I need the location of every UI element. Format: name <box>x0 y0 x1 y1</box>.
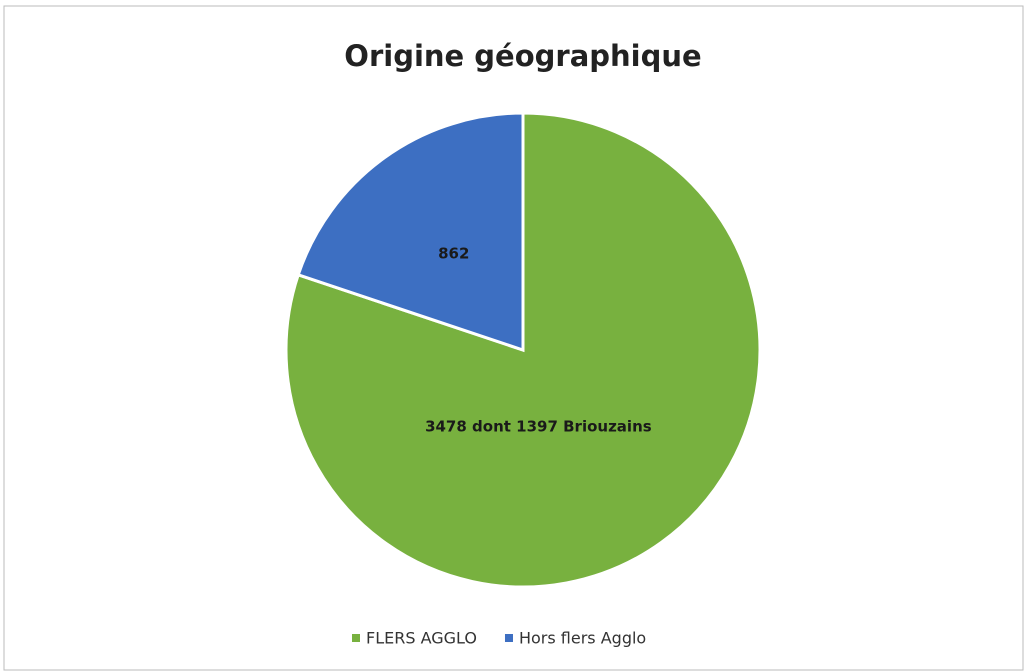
legend-swatch <box>352 634 360 642</box>
legend-label: FLERS AGGLO <box>366 629 477 648</box>
pie-slice <box>296 111 525 353</box>
legend-swatch <box>504 634 513 642</box>
data-label: 862 <box>438 244 469 262</box>
legend-label: Hors flers Agglo <box>519 629 646 648</box>
data-label: 3478 dont 1397 Briouzains <box>425 417 652 435</box>
chart-title: Origine géographique <box>344 39 701 73</box>
pie-slice <box>284 111 762 589</box>
